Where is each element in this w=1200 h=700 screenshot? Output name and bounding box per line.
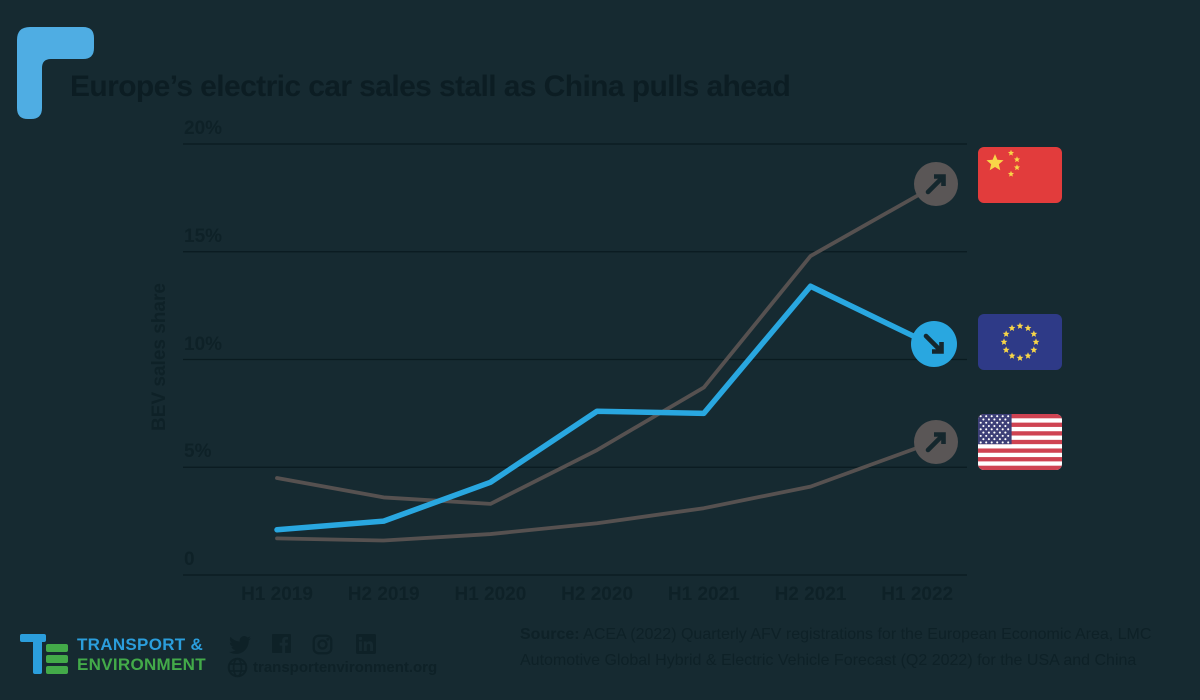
instagram-icon[interactable] bbox=[312, 634, 333, 656]
arrow-down-right-icon bbox=[923, 333, 944, 354]
gridlines bbox=[183, 143, 967, 576]
globe-icon bbox=[227, 657, 248, 678]
te-logo-mark bbox=[33, 634, 42, 674]
te-logo-mark bbox=[46, 655, 68, 663]
brand-corner-mark bbox=[17, 27, 94, 119]
usa-trend-badge bbox=[914, 420, 958, 464]
te-logo-mark bbox=[46, 666, 68, 674]
china-flag bbox=[978, 147, 1062, 203]
source-label: Source: bbox=[520, 626, 580, 643]
eu-line bbox=[274, 283, 937, 533]
x-tick-label: H2 2019 bbox=[347, 584, 420, 605]
y-tick-label: 5% bbox=[184, 441, 212, 463]
x-tick-label: H1 2019 bbox=[241, 584, 313, 605]
usa-flag bbox=[978, 414, 1062, 470]
y-tick-label: 20% bbox=[184, 118, 223, 139]
y-axis-title: BEV sales share bbox=[149, 283, 170, 431]
x-tick-label: H1 2021 bbox=[667, 584, 740, 605]
logo-text-environment: ENVIRONMENT bbox=[77, 655, 206, 674]
website-link[interactable]: transportenvironment.org bbox=[253, 659, 438, 676]
usa-line bbox=[275, 440, 938, 543]
data-lines bbox=[274, 182, 938, 543]
x-tick-label: H2 2021 bbox=[774, 584, 847, 605]
page-title: Europe’s electric car sales stall as Chi… bbox=[70, 70, 791, 103]
facebook-icon[interactable] bbox=[272, 634, 291, 656]
y-tick-label: 15% bbox=[184, 225, 223, 247]
eu-trend-badge bbox=[911, 321, 957, 367]
arrow-up-right-icon bbox=[925, 432, 946, 453]
y-tick-label: 10% bbox=[184, 333, 223, 355]
eu-flag bbox=[978, 314, 1062, 370]
arrow-up-right-icon bbox=[925, 174, 946, 195]
china-trend-badge bbox=[914, 162, 958, 206]
twitter-icon[interactable] bbox=[228, 634, 252, 656]
y-tick-label: 0 bbox=[184, 549, 195, 570]
source-line-2: Automotive Global Hybrid & Electric Vehi… bbox=[520, 652, 1137, 669]
source-note: Source: ACEA (2022) Quarterly AFV regist… bbox=[520, 622, 1192, 674]
x-tick-label: H2 2020 bbox=[561, 584, 634, 605]
source-text: ACEA (2022) Quarterly AFV registrations … bbox=[583, 626, 1152, 643]
te-logo-mark bbox=[46, 644, 68, 652]
linkedin-icon[interactable] bbox=[356, 634, 376, 656]
china-line bbox=[275, 182, 938, 506]
logo-text-transport: TRANSPORT & bbox=[77, 635, 204, 654]
x-tick-label: H1 2022 bbox=[881, 584, 954, 605]
x-tick-label: H1 2020 bbox=[454, 584, 527, 605]
source-line-1: Source: ACEA (2022) Quarterly AFV regist… bbox=[520, 622, 1192, 648]
